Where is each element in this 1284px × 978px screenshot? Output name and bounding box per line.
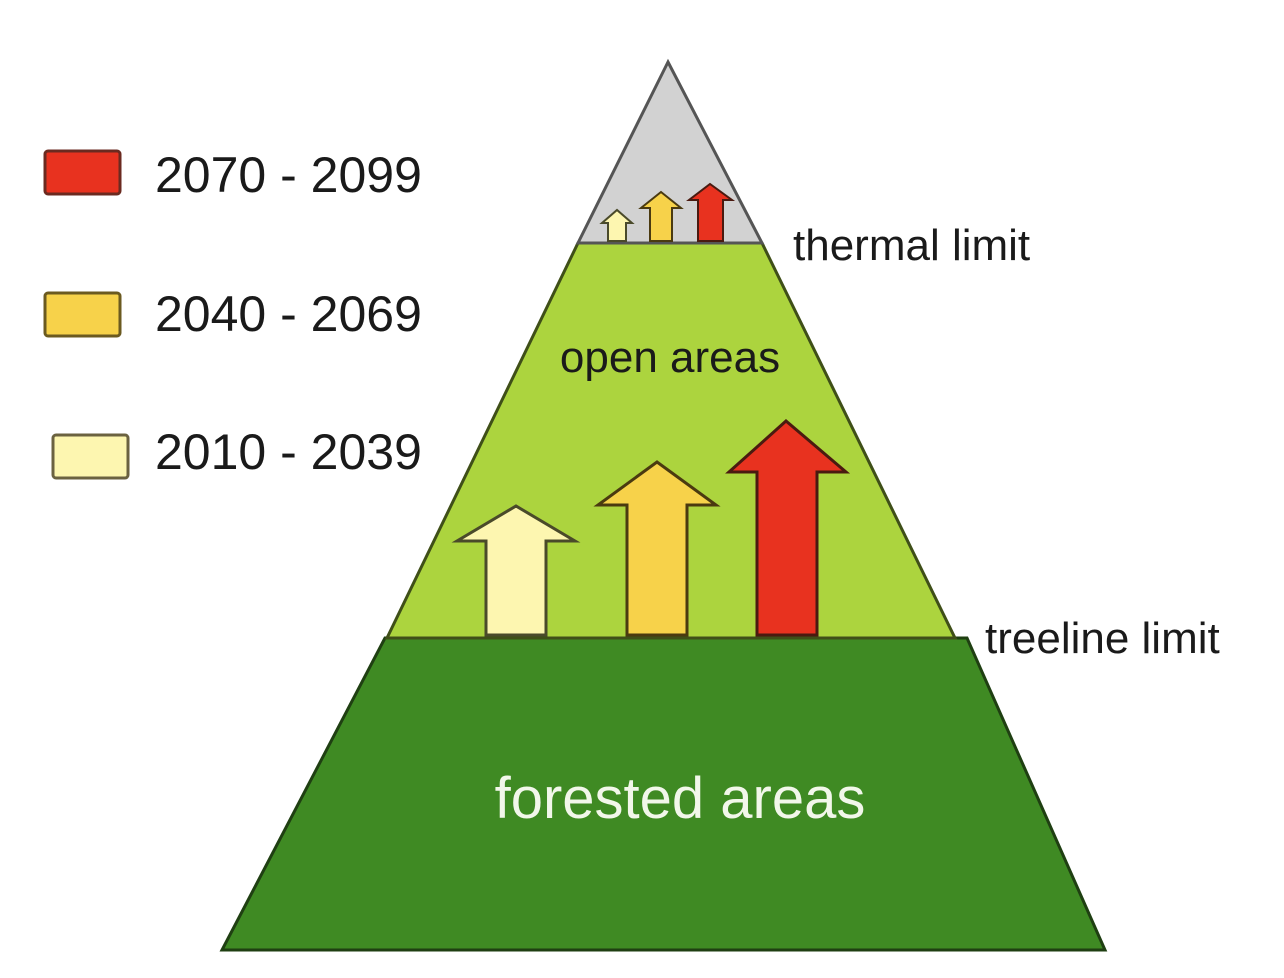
legend-swatch-2040-2069 [43,291,122,338]
legend-label-2040-2069: 2040 - 2069 [155,286,422,342]
forested-areas-label: forested areas [495,766,866,831]
legend: 2070 - 2099 2040 - 2069 2010 - 2039 [43,147,422,480]
arrow-small-2010-2039 [599,208,635,242]
legend-swatch-2070-2099 [43,149,122,196]
arrow-large-2040-2069 [593,460,721,637]
open-area-arrows [451,419,851,637]
legend-label-2070-2099: 2070 - 2099 [155,147,422,203]
summit-arrows [599,182,736,242]
legend-swatch-2010-2039 [51,433,130,480]
arrow-large-2010-2039 [451,504,581,637]
treeline-limit-label: treeline limit [985,614,1220,663]
thermal-limit-label: thermal limit [793,221,1030,270]
open-areas-label: open areas [560,333,780,382]
arrow-large-2070-2099 [725,419,851,637]
arrow-small-2040-2069 [638,190,684,242]
arrow-small-2070-2099 [686,182,736,242]
legend-label-2010-2039: 2010 - 2039 [155,424,422,480]
